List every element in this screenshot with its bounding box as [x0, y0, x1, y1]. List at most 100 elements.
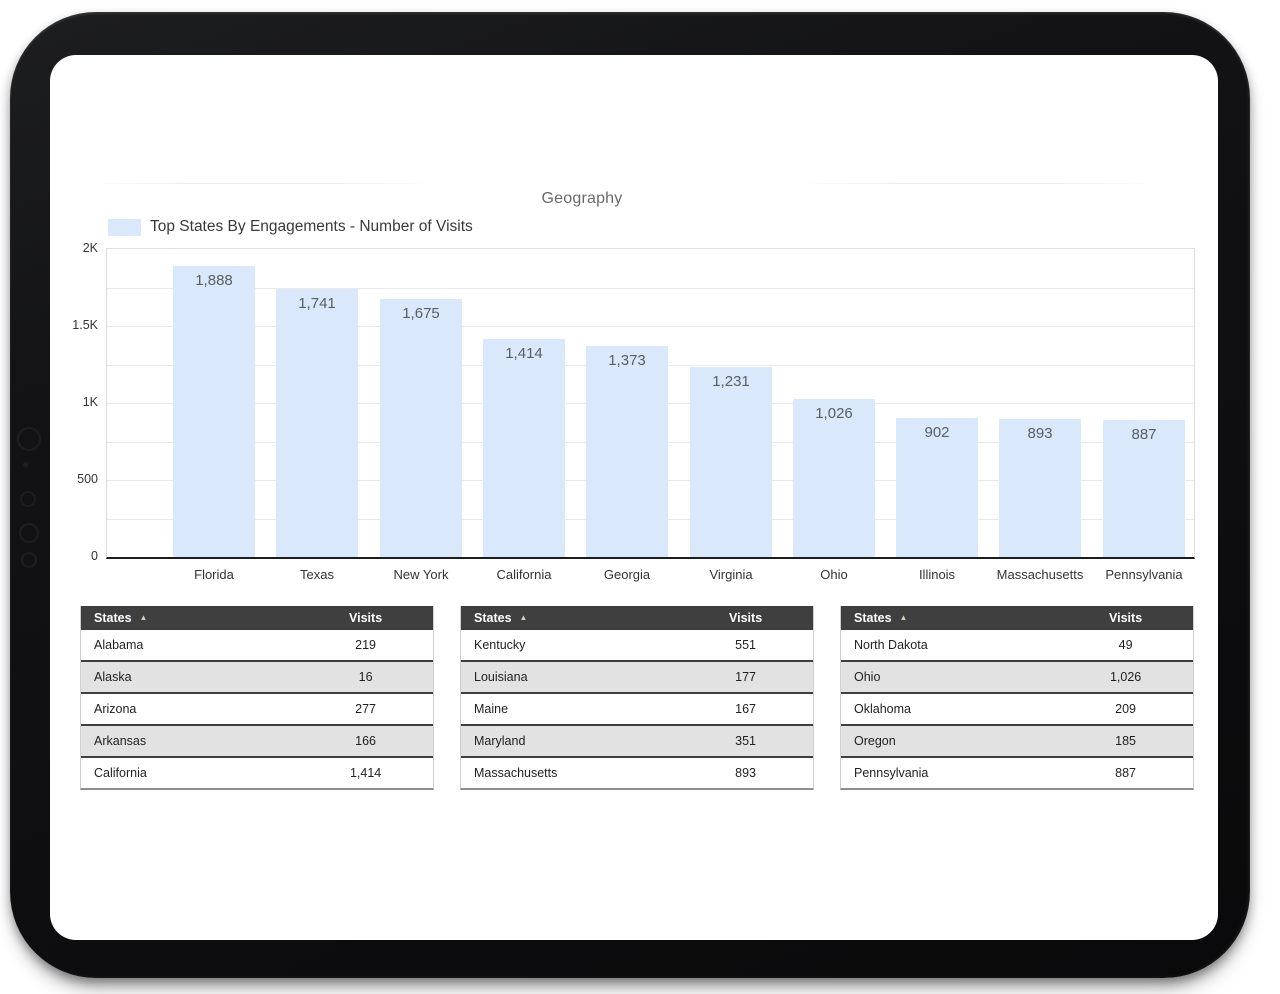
- visits-column-header[interactable]: Visits: [729, 611, 763, 625]
- x-axis-label: Pennsylvania: [1105, 567, 1183, 582]
- table-row: Ohio 1,026: [841, 660, 1193, 692]
- table-row: Maine 167: [461, 692, 813, 724]
- visits-cell: 166: [355, 734, 376, 748]
- table-row: Maryland 351: [461, 724, 813, 756]
- table-header-row: States ▲ Visits: [461, 606, 813, 630]
- table-header-row: States ▲ Visits: [841, 606, 1193, 630]
- bar-value-label: 1,675: [402, 305, 440, 322]
- x-axis-label: Texas: [300, 567, 334, 582]
- state-cell: Ohio: [854, 670, 881, 684]
- x-axis-label: Ohio: [820, 567, 848, 582]
- state-cell: Alabama: [94, 638, 144, 652]
- gridline: [107, 288, 1194, 289]
- sort-ascending-icon: ▲: [519, 613, 528, 622]
- state-cell: Oregon: [854, 734, 896, 748]
- state-cell: Massachusetts: [474, 766, 558, 780]
- states-column-header[interactable]: States ▲: [461, 611, 678, 625]
- bar-value-label: 1,026: [815, 405, 853, 422]
- visits-cell: 209: [1115, 702, 1136, 716]
- states-header-label: States: [94, 611, 132, 625]
- x-axis-label: Illinois: [918, 567, 956, 582]
- legend-label: Top States By Engagements - Number of Vi…: [150, 218, 473, 235]
- bar-massachusetts[interactable]: 893: [999, 419, 1081, 557]
- states-visits-table: States ▲ Visits North Dakota 49 Ohio 1,026 Okla…: [840, 606, 1194, 790]
- visits-column-header[interactable]: Visits: [1109, 611, 1143, 625]
- bar-ohio[interactable]: 1,026: [793, 399, 875, 557]
- bar-value-label: 893: [1027, 425, 1053, 442]
- state-cell: Kentucky: [474, 638, 526, 652]
- states-visits-table: States ▲ Visits Kentucky 551 Louisiana 177 Main…: [460, 606, 814, 790]
- bar-chart-plot: 1,888 Florida 1,741 Texas 1,675 New York 1,414…: [106, 248, 1195, 582]
- states-header-label: States: [854, 611, 892, 625]
- table-row: Pennsylvania 887: [841, 756, 1193, 788]
- bar-illinois[interactable]: 902: [896, 418, 978, 557]
- table-body: Alabama 219 Alaska 16 Arizona 277 Arkansas 166 C…: [81, 630, 433, 788]
- bar-value-label: 1,741: [298, 295, 336, 312]
- x-axis-label: New York: [393, 567, 449, 582]
- state-cell: Pennsylvania: [854, 766, 929, 780]
- visits-cell: 219: [355, 638, 376, 652]
- bar-georgia[interactable]: 1,373: [586, 346, 668, 557]
- bar-new-york[interactable]: 1,675: [380, 299, 462, 557]
- table-body: North Dakota 49 Ohio 1,026 Oklahoma 209 Oregon…: [841, 630, 1193, 788]
- state-cell: Maryland: [474, 734, 526, 748]
- bar-value-label: 1,414: [505, 345, 543, 362]
- table-row: Arizona 277: [81, 692, 433, 724]
- visits-cell: 893: [735, 766, 756, 780]
- states-column-header[interactable]: States ▲: [81, 611, 298, 625]
- legend-item[interactable]: Top States By Engagements - Number of Vi…: [108, 218, 473, 236]
- bar-texas[interactable]: 1,741: [276, 289, 358, 557]
- state-cell: Arizona: [94, 702, 137, 716]
- table-row: Arkansas 166: [81, 724, 433, 756]
- y-axis-label: 1K: [82, 395, 98, 409]
- state-cell: Arkansas: [94, 734, 147, 748]
- y-axis-label: 2K: [82, 241, 98, 255]
- state-cell: Oklahoma: [854, 702, 911, 716]
- bar-value-label: 902: [924, 424, 950, 441]
- gridline: [107, 326, 1194, 327]
- state-cell: North Dakota: [854, 638, 928, 652]
- visits-cell: 1,026: [1109, 670, 1142, 684]
- state-cell: California: [94, 766, 147, 780]
- visits-column-header[interactable]: Visits: [349, 611, 383, 625]
- bar-pennsylvania[interactable]: 887: [1103, 420, 1185, 557]
- table-row: Alaska 16: [81, 660, 433, 692]
- x-axis-label: California: [496, 567, 552, 582]
- bezel-sensor-dot: [23, 462, 28, 467]
- state-cell: Alaska: [94, 670, 132, 684]
- chart-title: Geography: [541, 190, 623, 207]
- bar-virginia[interactable]: 1,231: [690, 367, 772, 557]
- sort-ascending-icon: ▲: [899, 613, 908, 622]
- bar-value-label: 1,373: [608, 352, 646, 369]
- visits-cell: 887: [1115, 766, 1136, 780]
- bezel-camera-ring: [20, 491, 36, 507]
- table-row: California 1,414: [81, 756, 433, 788]
- visits-cell: 16: [358, 670, 373, 684]
- table-row: Oregon 185: [841, 724, 1193, 756]
- table-row: Oklahoma 209: [841, 692, 1193, 724]
- tablet-frame: Geography Top States By Engagements - Nu…: [10, 12, 1250, 978]
- visits-cell: 167: [735, 702, 756, 716]
- states-header-label: States: [474, 611, 512, 625]
- x-axis-label: Virginia: [709, 567, 753, 582]
- divider: [810, 183, 1145, 184]
- x-axis-label: Georgia: [603, 567, 651, 582]
- visits-cell: 177: [735, 670, 756, 684]
- legend-swatch-icon: [108, 218, 141, 236]
- bezel-camera-ring: [21, 552, 37, 568]
- screen: Geography Top States By Engagements - Nu…: [50, 55, 1218, 940]
- states-visits-table: States ▲ Visits Alabama 219 Alaska 16 Arizona 27…: [80, 606, 434, 790]
- y-axis-label: 500: [77, 472, 98, 486]
- y-axis-label: 0: [91, 549, 98, 563]
- table-row: Massachusetts 893: [461, 756, 813, 788]
- bar-value-label: 1,231: [712, 373, 750, 390]
- divider: [103, 183, 423, 184]
- visits-cell: 551: [735, 638, 756, 652]
- visits-cell: 277: [355, 702, 376, 716]
- bar-california[interactable]: 1,414: [483, 339, 565, 557]
- bar-florida[interactable]: 1,888: [173, 266, 255, 557]
- bar-value-label: 1,888: [195, 272, 233, 289]
- states-column-header[interactable]: States ▲: [841, 611, 1058, 625]
- table-row: Kentucky 551: [461, 630, 813, 660]
